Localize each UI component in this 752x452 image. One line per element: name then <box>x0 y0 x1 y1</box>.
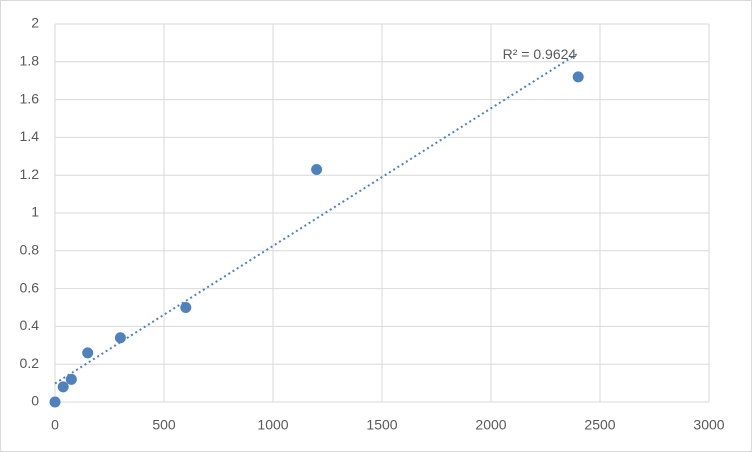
data-point <box>572 71 584 83</box>
data-point <box>114 332 126 344</box>
y-tick-label: 1 <box>31 204 39 220</box>
y-tick-label: 1.2 <box>20 166 40 182</box>
y-tick-label: 0.2 <box>20 355 40 371</box>
x-tick-label: 1500 <box>366 417 397 433</box>
data-point <box>180 302 192 313</box>
data-point <box>49 396 61 408</box>
trendline <box>54 52 579 385</box>
x-tick-label: 3000 <box>693 417 724 433</box>
y-tick-label: 1.8 <box>20 53 40 69</box>
data-point <box>57 381 69 393</box>
y-tick-label: 0 <box>31 393 39 409</box>
trendline-label: R² = 0.9624 <box>503 46 577 62</box>
y-tick-label: 2 <box>31 15 39 31</box>
x-tick-label: 500 <box>152 417 176 433</box>
x-tick-label: 1000 <box>257 417 288 433</box>
data-point <box>82 347 94 359</box>
y-tick-label: 1.6 <box>20 90 40 106</box>
y-tick-label: 0.4 <box>20 317 40 333</box>
y-tick-label: 0.6 <box>20 279 40 295</box>
data-point <box>65 373 77 385</box>
y-tick-label: 0.8 <box>20 242 40 258</box>
y-tick-label: 1.4 <box>20 128 40 144</box>
data-point <box>311 164 323 176</box>
x-tick-label: 0 <box>51 417 59 433</box>
x-tick-label: 2500 <box>584 417 615 433</box>
x-tick-label: 2000 <box>475 417 506 433</box>
